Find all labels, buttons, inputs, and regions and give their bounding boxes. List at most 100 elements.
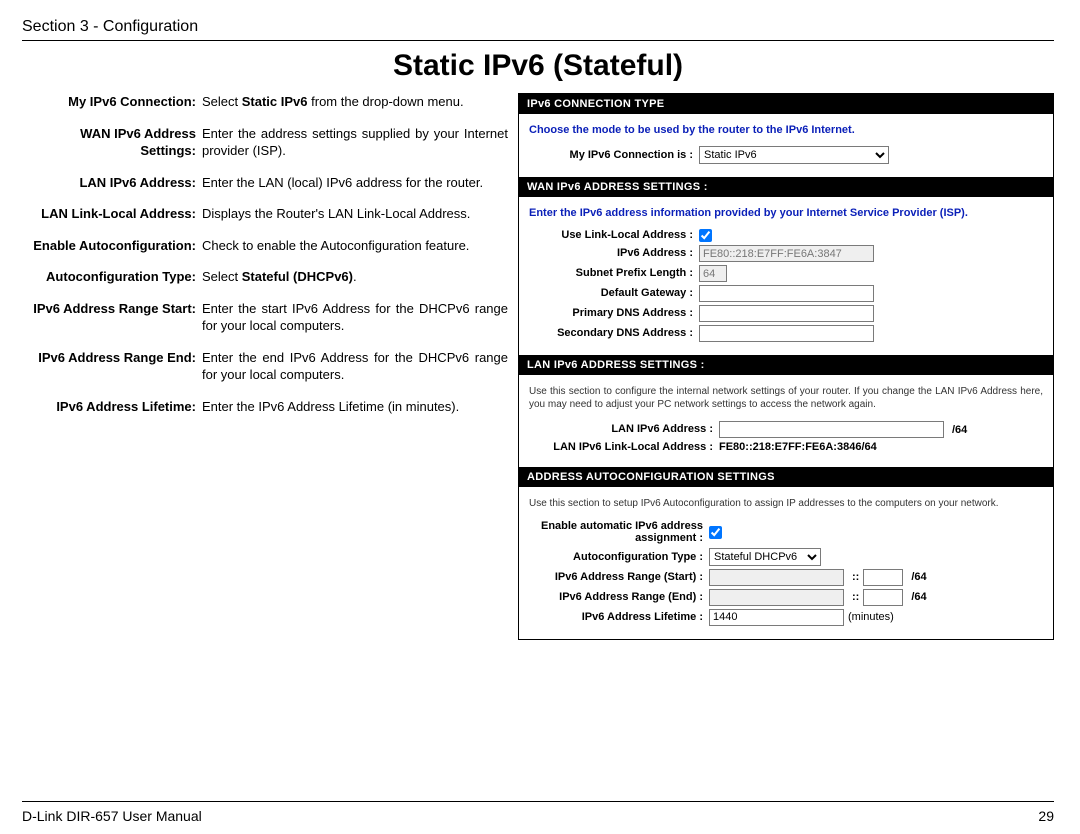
label-primary-dns: Primary DNS Address : — [529, 307, 699, 320]
desc-text: Enter the end IPv6 Address for the DHCPv… — [202, 349, 508, 384]
label-range-end: IPv6 Address Range (End) : — [529, 591, 709, 604]
input-prefix-length[interactable] — [699, 265, 727, 282]
label-autoconf-type: Autoconfiguration Type : — [529, 551, 709, 564]
label-prefix-length: Subnet Prefix Length : — [529, 267, 699, 280]
input-lifetime[interactable] — [709, 609, 844, 626]
text-pre: Select — [202, 94, 242, 109]
checkbox-enable-auto-ipv6[interactable] — [709, 526, 722, 539]
row-autoconf-type: Autoconfiguration Type : Stateful DHCPv6 — [529, 548, 1043, 566]
range-sep: :: — [852, 571, 859, 583]
text-post: from the drop-down menu. — [308, 94, 464, 109]
panel-header-lan: LAN IPv6 ADDRESS SETTINGS : — [519, 355, 1053, 375]
desc-wan-ipv6: WAN IPv6 Address Settings: Enter the add… — [22, 125, 508, 160]
text-pre: Select — [202, 269, 242, 284]
wan-intro: Enter the IPv6 address information provi… — [529, 207, 1043, 219]
desc-label: WAN IPv6 Address Settings: — [22, 125, 202, 160]
autoconf-note: Use this section to setup IPv6 Autoconfi… — [529, 497, 1043, 510]
desc-label: IPv6 Address Lifetime: — [22, 398, 202, 416]
footer-page-number: 29 — [1038, 808, 1054, 824]
range-sep: :: — [852, 591, 859, 603]
panel-header-conn-type: IPv6 CONNECTION TYPE — [519, 94, 1053, 114]
desc-label: LAN Link-Local Address: — [22, 205, 202, 223]
row-prefix-length: Subnet Prefix Length : — [529, 265, 1043, 282]
select-my-ipv6-connection[interactable]: Static IPv6 — [699, 146, 889, 164]
desc-label: LAN IPv6 Address: — [22, 174, 202, 192]
label-lifetime: IPv6 Address Lifetime : — [529, 611, 709, 624]
config-panel: IPv6 CONNECTION TYPE Choose the mode to … — [518, 93, 1054, 640]
label-my-ipv6-connection: My IPv6 Connection is : — [529, 149, 699, 162]
row-lan-ipv6-address: LAN IPv6 Address : /64 — [529, 421, 1043, 438]
desc-my-ipv6-connection: My IPv6 Connection: Select Static IPv6 f… — [22, 93, 508, 111]
lifetime-unit: (minutes) — [848, 611, 894, 623]
desc-text: Enter the LAN (local) IPv6 address for t… — [202, 174, 508, 192]
range-suffix: /64 — [911, 571, 926, 583]
desc-text: Enter the address settings supplied by y… — [202, 125, 508, 160]
label-secondary-dns: Secondary DNS Address : — [529, 327, 699, 340]
page-footer: D-Link DIR-657 User Manual 29 — [22, 808, 1054, 824]
desc-enable-autoconf: Enable Autoconfiguration: Check to enabl… — [22, 237, 508, 255]
desc-range-start: IPv6 Address Range Start: Enter the star… — [22, 300, 508, 335]
label-ipv6-address: IPv6 Address : — [529, 247, 699, 260]
label-lan-ipv6-address: LAN IPv6 Address : — [529, 423, 719, 436]
row-ipv6-address: IPv6 Address : — [529, 245, 1043, 262]
desc-text: Enter the start IPv6 Address for the DHC… — [202, 300, 508, 335]
text-strong: Static IPv6 — [242, 94, 308, 109]
desc-label: IPv6 Address Range Start: — [22, 300, 202, 335]
content-columns: My IPv6 Connection: Select Static IPv6 f… — [22, 93, 1054, 640]
section-header: Section 3 - Configuration — [22, 18, 1054, 36]
desc-text: Select Stateful (DHCPv6). — [202, 268, 508, 286]
desc-autoconf-type: Autoconfiguration Type: Select Stateful … — [22, 268, 508, 286]
input-range-start-prefix[interactable] — [709, 569, 844, 586]
panel-body-conn-type: Choose the mode to be used by the router… — [519, 114, 1053, 177]
row-primary-dns: Primary DNS Address : — [529, 305, 1043, 322]
range-suffix: /64 — [911, 591, 926, 603]
desc-label: My IPv6 Connection: — [22, 93, 202, 111]
manual-page: Section 3 - Configuration Static IPv6 (S… — [0, 0, 1080, 834]
row-enable-auto-ipv6: Enable automatic IPv6 address assignment… — [529, 520, 1043, 545]
label-default-gateway: Default Gateway : — [529, 287, 699, 300]
desc-text: Displays the Router's LAN Link-Local Add… — [202, 205, 508, 223]
label-lan-link-local: LAN IPv6 Link-Local Address : — [529, 441, 719, 454]
desc-label: Autoconfiguration Type: — [22, 268, 202, 286]
desc-lan-ipv6: LAN IPv6 Address: Enter the LAN (local) … — [22, 174, 508, 192]
input-range-end-prefix[interactable] — [709, 589, 844, 606]
input-lan-ipv6-address[interactable] — [719, 421, 944, 438]
input-ipv6-address[interactable] — [699, 245, 874, 262]
panel-header-wan: WAN IPv6 ADDRESS SETTINGS : — [519, 177, 1053, 197]
input-range-end-suffix[interactable] — [863, 589, 903, 606]
select-autoconf-type[interactable]: Stateful DHCPv6 — [709, 548, 821, 566]
row-use-link-local: Use Link-Local Address : — [529, 229, 1043, 242]
lan-addr-suffix: /64 — [952, 424, 967, 436]
desc-label: IPv6 Address Range End: — [22, 349, 202, 384]
label-enable-auto-ipv6: Enable automatic IPv6 address assignment… — [529, 520, 709, 545]
row-lifetime: IPv6 Address Lifetime : (minutes) — [529, 609, 1043, 626]
label-range-start: IPv6 Address Range (Start) : — [529, 571, 709, 584]
row-range-end: IPv6 Address Range (End) : :: /64 — [529, 589, 1043, 606]
input-primary-dns[interactable] — [699, 305, 874, 322]
desc-label: Enable Autoconfiguration: — [22, 237, 202, 255]
desc-lan-link-local: LAN Link-Local Address: Displays the Rou… — [22, 205, 508, 223]
row-secondary-dns: Secondary DNS Address : — [529, 325, 1043, 342]
page-title: Static IPv6 (Stateful) — [22, 49, 1054, 83]
row-my-ipv6-connection: My IPv6 Connection is : Static IPv6 — [529, 146, 1043, 164]
lan-note: Use this section to configure the intern… — [529, 385, 1043, 411]
divider-top — [22, 40, 1054, 41]
value-lan-link-local: FE80::218:E7FF:FE6A:3846/64 — [719, 441, 877, 453]
panel-body-lan: Use this section to configure the intern… — [519, 375, 1053, 467]
descriptions-column: My IPv6 Connection: Select Static IPv6 f… — [22, 93, 508, 640]
panel-body-wan: Enter the IPv6 address information provi… — [519, 197, 1053, 355]
desc-text: Select Static IPv6 from the drop-down me… — [202, 93, 508, 111]
checkbox-use-link-local[interactable] — [699, 229, 712, 242]
input-default-gateway[interactable] — [699, 285, 874, 302]
text-strong: Stateful (DHCPv6) — [242, 269, 353, 284]
row-default-gateway: Default Gateway : — [529, 285, 1043, 302]
row-range-start: IPv6 Address Range (Start) : :: /64 — [529, 569, 1043, 586]
footer-left: D-Link DIR-657 User Manual — [22, 808, 202, 824]
label-use-link-local: Use Link-Local Address : — [529, 229, 699, 242]
divider-bottom — [22, 801, 1054, 802]
row-lan-link-local: LAN IPv6 Link-Local Address : FE80::218:… — [529, 441, 1043, 454]
desc-lifetime: IPv6 Address Lifetime: Enter the IPv6 Ad… — [22, 398, 508, 416]
input-secondary-dns[interactable] — [699, 325, 874, 342]
desc-text: Enter the IPv6 Address Lifetime (in minu… — [202, 398, 508, 416]
input-range-start-suffix[interactable] — [863, 569, 903, 586]
